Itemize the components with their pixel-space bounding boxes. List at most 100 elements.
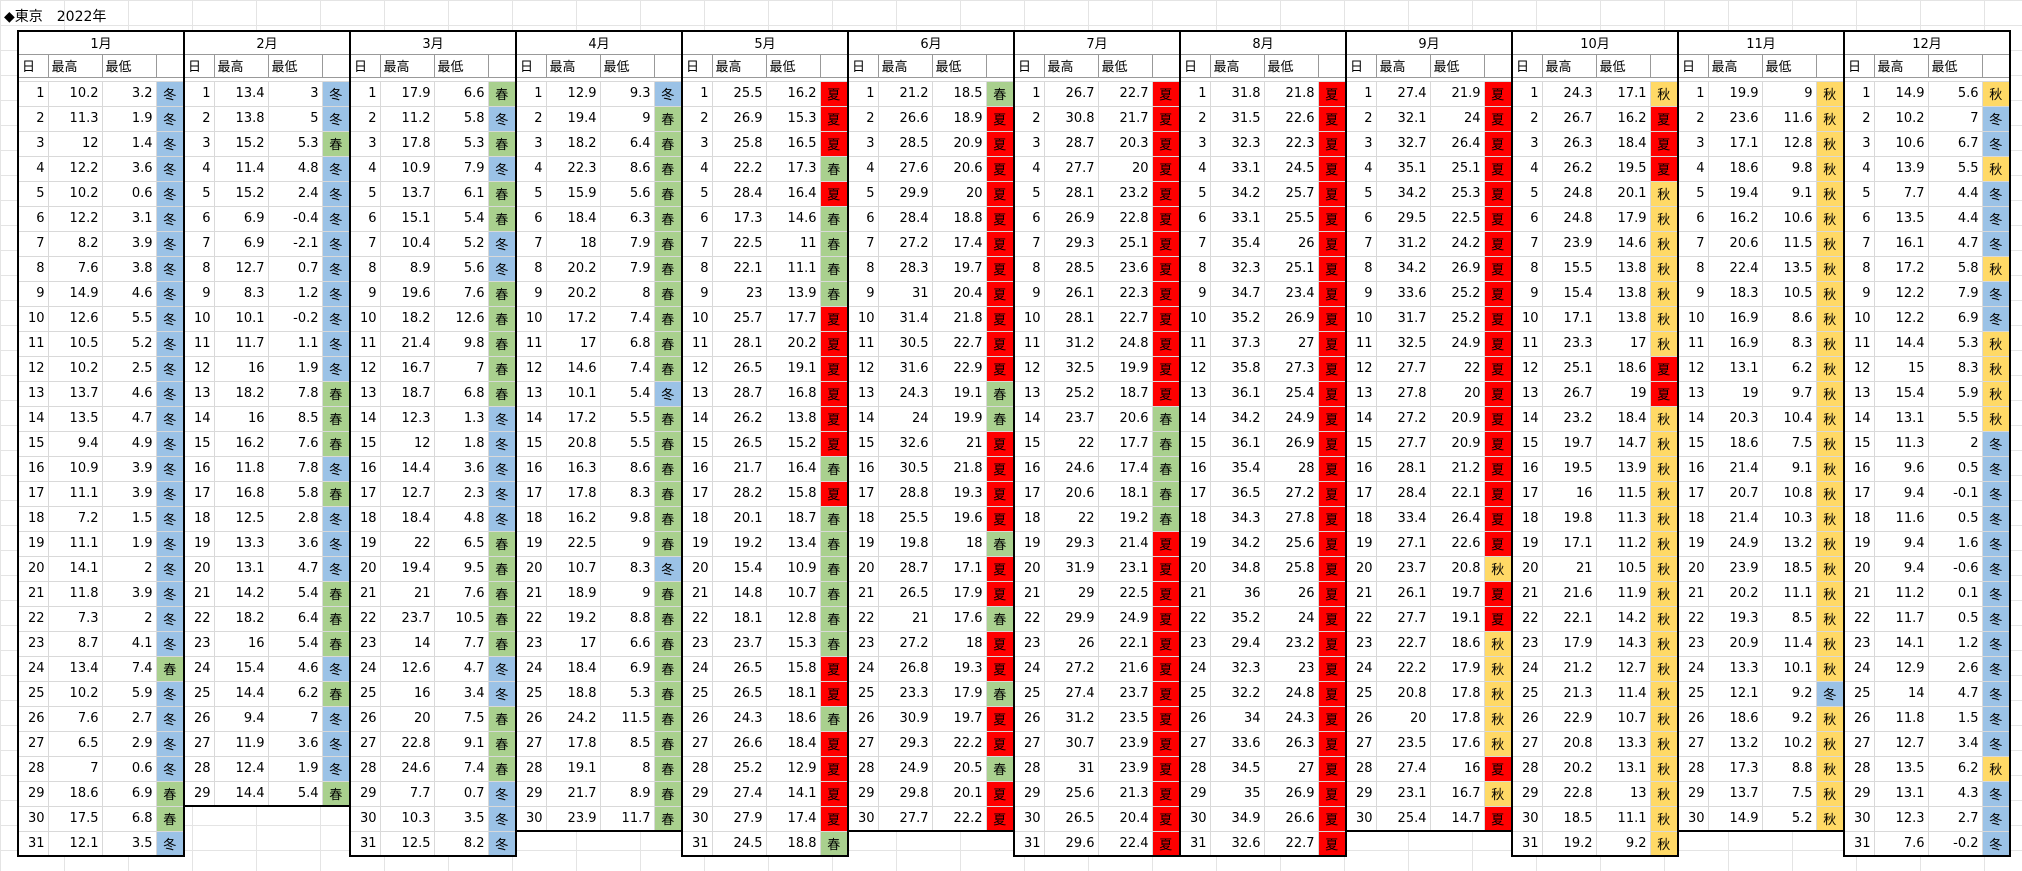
max-temp: 28.1 <box>1043 305 1099 332</box>
season: 夏 <box>1317 130 1347 157</box>
day-row: 17 20.6 18.1 春 <box>1013 480 1181 507</box>
day: 26 <box>1345 705 1377 732</box>
max-temp: 26.5 <box>711 655 767 682</box>
season: 春 <box>653 180 683 207</box>
min-temp: 5.5 <box>101 305 157 332</box>
max-temp: 29.4 <box>1209 630 1265 657</box>
day: 2 <box>1345 105 1377 132</box>
day-row: 7 18 7.9 春 <box>515 230 683 257</box>
max-temp: 26.7 <box>1043 80 1099 107</box>
max-temp: 17.1 <box>1541 305 1597 332</box>
season: 春 <box>321 380 351 407</box>
day-row: 27 6.5 2.9 冬 <box>17 730 185 757</box>
day: 17 <box>17 480 49 507</box>
day-row: 30 23.9 11.7 春 <box>515 805 683 832</box>
min-temp: 18.8 <box>765 830 821 857</box>
season: 夏 <box>1483 105 1513 132</box>
min-temp: 7.9 <box>1927 280 1983 307</box>
max-temp: 36.1 <box>1209 380 1265 407</box>
day: 29 <box>1013 780 1045 807</box>
day: 19 <box>1677 530 1709 557</box>
max-temp: 20.2 <box>545 280 601 307</box>
season: 秋 <box>1649 805 1679 832</box>
season: 冬 <box>155 755 185 782</box>
min-temp: 27.3 <box>1263 355 1319 382</box>
max-temp: 19.2 <box>1541 830 1597 857</box>
day: 13 <box>1345 380 1377 407</box>
max-temp: 21.4 <box>379 330 435 357</box>
min-temp: 0.5 <box>1927 505 1983 532</box>
column-header: 日 <box>515 53 547 78</box>
day-row: 16 16.3 8.6 春 <box>515 455 683 482</box>
day: 28 <box>1677 755 1709 782</box>
day-row: 9 31 20.4 夏 <box>847 280 1015 307</box>
min-temp: 26.4 <box>1429 505 1485 532</box>
day: 6 <box>17 205 49 232</box>
day-row: 12 25.1 18.6 夏 <box>1511 355 1679 382</box>
day-row: 12 13.1 6.2 秋 <box>1677 355 1845 382</box>
max-temp: 21.3 <box>1541 680 1597 707</box>
max-temp: 18.2 <box>213 380 269 407</box>
day-row: 16 28.1 21.2 夏 <box>1345 455 1513 482</box>
season: 春 <box>653 705 683 732</box>
min-temp: 9.1 <box>433 730 489 757</box>
column-header: 日 <box>1013 53 1045 78</box>
season: 冬 <box>653 80 683 107</box>
min-temp: 20.4 <box>931 280 987 307</box>
min-temp: 2 <box>101 555 157 582</box>
max-temp: 26.2 <box>711 405 767 432</box>
max-temp: 22.1 <box>711 255 767 282</box>
max-temp: 25.2 <box>711 755 767 782</box>
day: 18 <box>681 505 713 532</box>
day-row: 12 31.6 22.9 夏 <box>847 355 1015 382</box>
min-temp: 26.3 <box>1263 730 1319 757</box>
day-row: 19 17.1 11.2 秋 <box>1511 530 1679 557</box>
day-row: 11 28.1 20.2 夏 <box>681 330 849 357</box>
day-row: 14 34.2 24.9 夏 <box>1179 405 1347 432</box>
max-temp: 26.5 <box>711 430 767 457</box>
min-temp: 21.8 <box>931 305 987 332</box>
day-row: 26 22.9 10.7 秋 <box>1511 705 1679 732</box>
season: 冬 <box>155 105 185 132</box>
day: 11 <box>1843 330 1875 357</box>
day: 21 <box>515 580 547 607</box>
column-header-blank <box>487 53 517 78</box>
month-block: 9月日最高 最低 1 27.4 21.9 夏 2 32.1 24 夏 3 32.7 26.4 夏 4 35.1… <box>1345 30 1514 832</box>
season: 冬 <box>1981 480 2011 507</box>
min-temp: 18 <box>931 530 987 557</box>
day: 9 <box>1345 280 1377 307</box>
max-temp: 16 <box>1541 480 1597 507</box>
day-row: 28 24.9 20.5 春 <box>847 755 1015 782</box>
day-row: 21 18.9 9 春 <box>515 580 683 607</box>
max-temp: 17.9 <box>379 80 435 107</box>
day-row: 3 17.8 5.3 春 <box>349 130 517 157</box>
day-row: 5 10.2 0.6 冬 <box>17 180 185 207</box>
day: 22 <box>515 605 547 632</box>
min-temp: 13.3 <box>1595 730 1651 757</box>
max-temp: 19 <box>1707 380 1763 407</box>
day: 4 <box>515 155 547 182</box>
season: 春 <box>653 305 683 332</box>
max-temp: 35 <box>1209 780 1265 807</box>
day-row: 11 23.3 17 秋 <box>1511 330 1679 357</box>
season: 秋 <box>1815 380 1845 407</box>
season: 冬 <box>155 330 185 357</box>
max-temp: 18.5 <box>1541 805 1597 832</box>
column-header: 最高 <box>1043 53 1099 78</box>
min-temp: 1.9 <box>267 755 323 782</box>
day-row: 30 10.3 3.5 冬 <box>349 805 517 832</box>
min-temp: 16.4 <box>765 455 821 482</box>
season: 冬 <box>487 655 517 682</box>
min-temp: 0.5 <box>1927 455 1983 482</box>
max-temp: 20.2 <box>1707 580 1763 607</box>
day-row: 23 22.7 18.6 秋 <box>1345 630 1513 657</box>
month-name: 7月 <box>1013 30 1181 55</box>
day: 1 <box>1677 80 1709 107</box>
day: 23 <box>17 630 49 657</box>
day: 6 <box>1677 205 1709 232</box>
season: 夏 <box>1317 180 1347 207</box>
max-temp: 7.7 <box>379 780 435 807</box>
season: 冬 <box>321 730 351 757</box>
day-row: 13 25.2 18.7 夏 <box>1013 380 1181 407</box>
season: 夏 <box>985 305 1015 332</box>
